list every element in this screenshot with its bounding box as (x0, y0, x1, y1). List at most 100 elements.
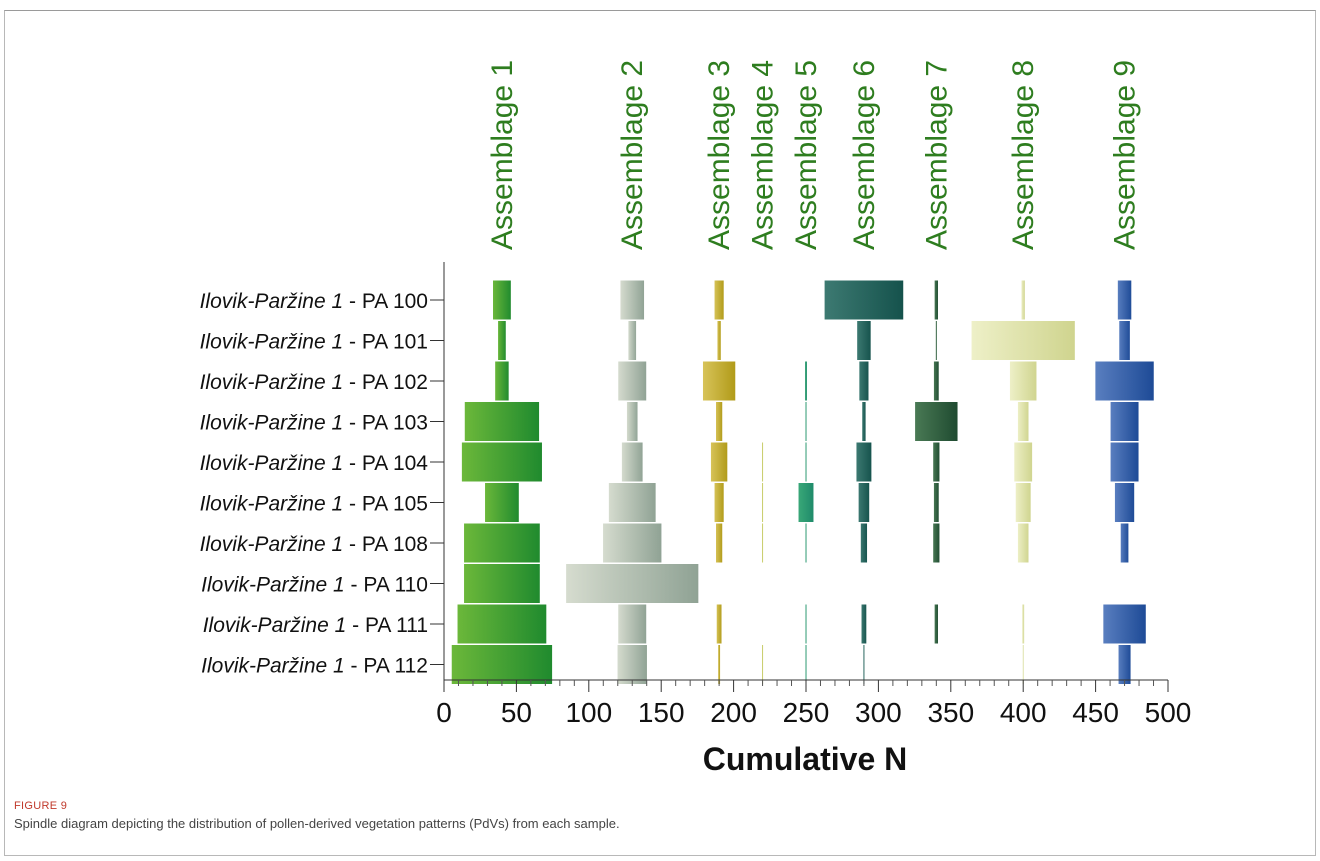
spindle-bar (715, 603, 723, 645)
spindle-bar (1016, 522, 1030, 564)
x-tick-label: 450 (1072, 697, 1119, 728)
spindle-bar (1008, 360, 1038, 402)
spindle-bar (717, 644, 722, 685)
spindle-bar (619, 279, 646, 321)
row-label-site: Ilovik-Paržine 1 (200, 371, 344, 394)
assemblage-label: Assemblage 2 (616, 60, 649, 250)
x-tick-label: 250 (783, 697, 830, 728)
spindle-bar (932, 522, 941, 564)
row-label-sample: - PA 103 (343, 412, 428, 435)
spindle-bar (855, 441, 873, 483)
row-label-site: Ilovik-Paržine 1 (200, 412, 344, 435)
spindle-bar (804, 441, 808, 483)
spindle-bar (617, 603, 648, 645)
row-label-sample: - PA 100 (343, 290, 428, 313)
spindle-bar (761, 522, 765, 564)
spindle-bar (858, 360, 870, 402)
spindle-bar (1094, 360, 1155, 402)
assemblage-label: Assemblage 7 (920, 60, 953, 250)
spindle-bar (607, 482, 657, 523)
spindle-bar (933, 279, 939, 321)
spindle-bar (761, 482, 765, 523)
assemblage-label: Assemblage 9 (1109, 60, 1142, 250)
spindle-bar (857, 482, 871, 523)
spindle-bar (823, 279, 905, 321)
spindle-bar (1119, 522, 1130, 564)
spindle-bar (565, 563, 700, 604)
x-tick-label: 150 (638, 697, 685, 728)
spindle-bar (933, 603, 939, 645)
spindle-bar (856, 320, 872, 361)
x-tick-label: 400 (1000, 697, 1047, 728)
row-label-sample: - PA 105 (343, 493, 428, 516)
spindle-bar (804, 401, 808, 442)
spindle-bar (761, 441, 765, 483)
spindle-bar (804, 522, 808, 564)
row-label-site: Ilovik-Paržine 1 (200, 331, 344, 354)
spindle-bar (860, 603, 868, 645)
spindle-bar (932, 441, 941, 483)
spindle-bar (713, 279, 725, 321)
x-tick-label: 50 (501, 697, 532, 728)
spindle-bar (1102, 603, 1147, 645)
spindle-bar (492, 279, 512, 321)
row-label-site: Ilovik-Paržine 1 (200, 533, 344, 556)
spindle-bar (709, 441, 729, 483)
spindle-bar (1109, 401, 1140, 442)
spindle-bar (761, 644, 765, 685)
row-label-sample: - PA 108 (343, 533, 428, 556)
spindle-bar (932, 360, 940, 402)
spindle-bar (797, 482, 815, 523)
spindle-bar (463, 522, 541, 564)
row-label-sample: - PA 104 (343, 452, 428, 475)
spindle-bar (862, 644, 866, 685)
assemblage-label: Assemblage 8 (1007, 60, 1040, 250)
row-label-site: Ilovik-Paržine 1 (201, 574, 345, 597)
spindle-bar (804, 360, 808, 402)
x-tick-label: 500 (1145, 697, 1192, 728)
spindle-bar (701, 360, 737, 402)
spindle-bar (715, 401, 724, 442)
row-label-sample: - PA 101 (343, 331, 428, 354)
row-label: Ilovik-Paržine 1 - PA 105 (200, 493, 428, 516)
spindle-bar (1109, 441, 1140, 483)
spindle-bar (450, 644, 554, 685)
spindle-bar (859, 522, 869, 564)
x-axis-title: Cumulative N (703, 741, 907, 777)
spindle-bar (1013, 441, 1034, 483)
spindle-bar (602, 522, 663, 564)
spindle-bar (627, 320, 638, 361)
figure-label: FIGURE 9 (14, 800, 68, 812)
spindle-bar (1117, 644, 1132, 685)
row-label: Ilovik-Paržine 1 - PA 111 (203, 614, 428, 637)
row-label: Ilovik-Paržine 1 - PA 101 (200, 331, 428, 354)
row-label: Ilovik-Paržine 1 - PA 103 (200, 412, 428, 435)
spindle-bar (1016, 401, 1030, 442)
x-tick-label: 0 (436, 697, 452, 728)
row-label: Ilovik-Paržine 1 - PA 104 (200, 452, 429, 475)
spindle-bar (715, 522, 724, 564)
spindle-bar (484, 482, 520, 523)
row-label-site: Ilovik-Paržine 1 (200, 493, 344, 516)
spindle-bar (1020, 279, 1026, 321)
spindle-bar (1116, 279, 1133, 321)
spindle-bar (914, 401, 959, 442)
spindle-bar (463, 563, 541, 604)
spindle-bar (625, 401, 639, 442)
spindle-chart: Assemblage 1 Assemblage 2 Assemblage 3 Asse… (200, 60, 1192, 777)
assemblage-label: Assemblage 3 (703, 60, 736, 250)
x-tick-label: 350 (927, 697, 974, 728)
row-label: Ilovik-Paržine 1 - PA 108 (200, 533, 428, 556)
spindle-bar (617, 360, 648, 402)
spindle-bar (713, 482, 725, 523)
x-tick-label: 300 (855, 697, 902, 728)
assemblage-label: Assemblage 4 (747, 60, 780, 250)
assemblage-label: Assemblage 6 (848, 60, 881, 250)
spindle-bar (1021, 644, 1025, 685)
spindle-bar (1113, 482, 1136, 523)
spindle-bar (861, 401, 867, 442)
assemblage-label: Assemblage 1 (486, 60, 519, 250)
spindle-bar (1021, 603, 1026, 645)
spindle-bar (1118, 320, 1131, 361)
row-label-site: Ilovik-Paržine 1 (201, 655, 345, 678)
